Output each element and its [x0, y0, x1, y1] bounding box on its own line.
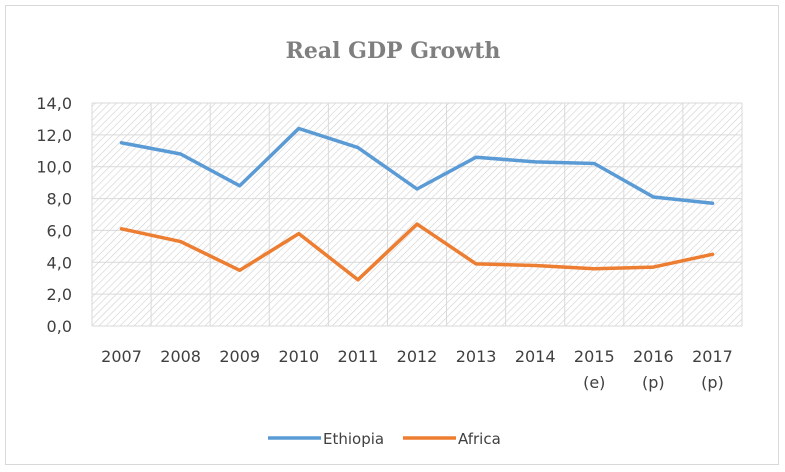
y-tick-label: 4,0 — [47, 253, 72, 272]
y-axis-ticks: 0,0 2,0 4,0 6,0 8,0 10,0 12,0 14,0 — [36, 94, 72, 336]
x-tick-label: 2013 — [456, 347, 497, 366]
x-axis-ticks: 2007 2008 2009 2010 2011 2012 2013 2014 2015 (e) 2… — [101, 347, 733, 392]
x-tick-label: (p) — [701, 373, 724, 392]
x-tick-label: (e) — [583, 373, 605, 392]
y-tick-label: 0,0 — [47, 317, 72, 336]
plot-area — [92, 103, 742, 326]
x-tick-label: 2015 — [574, 347, 615, 366]
legend: Ethiopia Africa — [268, 430, 501, 448]
gridlines — [91, 102, 743, 327]
x-tick-label: 2017 — [692, 347, 733, 366]
y-tick-label: 10,0 — [36, 158, 72, 177]
x-tick-label: 2007 — [101, 347, 142, 366]
y-tick-label: 2,0 — [47, 285, 72, 304]
y-tick-label: 12,0 — [36, 126, 72, 145]
series-line-africa — [119, 222, 715, 282]
chart-title: Real GDP Growth — [286, 38, 501, 64]
x-tick-label: 2016 — [633, 347, 674, 366]
legend-label-ethiopia: Ethiopia — [323, 430, 384, 448]
y-tick-label: 14,0 — [36, 94, 72, 113]
x-tick-label: 2010 — [278, 347, 319, 366]
x-tick-label: 2009 — [219, 347, 260, 366]
legend-label-africa: Africa — [458, 430, 501, 448]
series-line-ethiopia — [119, 126, 715, 206]
y-tick-label: 8,0 — [47, 190, 72, 209]
x-tick-label: 2012 — [397, 347, 438, 366]
x-tick-label: 2011 — [338, 347, 379, 366]
y-tick-label: 6,0 — [47, 221, 72, 240]
x-tick-label: 2014 — [515, 347, 556, 366]
x-tick-label: (p) — [642, 373, 665, 392]
x-tick-label: 2008 — [160, 347, 201, 366]
series-lines — [119, 126, 715, 282]
